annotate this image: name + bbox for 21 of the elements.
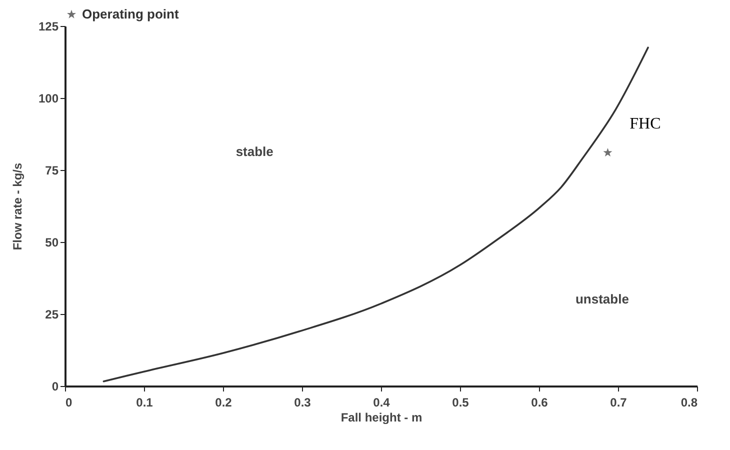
x-tick-label: 0.5	[452, 396, 470, 410]
x-tick-label: 0	[66, 396, 72, 410]
legend-label: Operating point	[82, 6, 180, 22]
x-tick-label: 0.7	[610, 396, 628, 410]
x-tick-label: 0.1	[136, 396, 154, 410]
x-tick-label: 0.6	[531, 396, 548, 410]
y-tick-label: 125	[38, 20, 59, 34]
x-tick-label: 0.2	[215, 396, 232, 410]
y-tick-label: 50	[45, 236, 59, 250]
series-label: FHC	[630, 116, 661, 133]
y-tick-label: 100	[38, 92, 59, 106]
y-tick-label: 25	[45, 308, 59, 322]
x-tick-label: 0.3	[294, 396, 312, 410]
x-tick-label: 0.8	[680, 396, 698, 410]
annotation: unstable	[575, 292, 629, 307]
y-tick-label: 0	[52, 380, 59, 394]
y-axis-title: Flow rate - kg/s	[10, 162, 24, 250]
annotation: stable	[236, 144, 274, 159]
y-tick-label: 75	[45, 164, 59, 178]
x-axis-title: Fall height - m	[340, 410, 422, 424]
x-tick-label: 0.4	[373, 396, 390, 410]
